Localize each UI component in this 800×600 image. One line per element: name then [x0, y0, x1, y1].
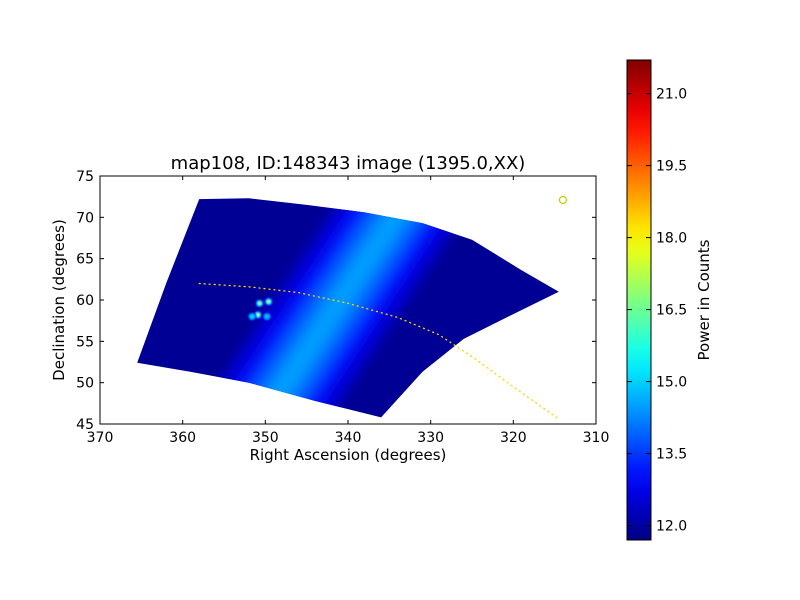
x-tick-label: 350: [252, 430, 279, 446]
y-tick-label: 55: [76, 334, 94, 350]
point-source: [264, 297, 273, 306]
y-axis-label: Declination (degrees): [50, 219, 68, 381]
reference-marker: [558, 195, 568, 205]
colorbar-tick-label: 21.0: [656, 87, 687, 103]
colorbar-tick-label: 12.0: [656, 519, 687, 535]
y-tick-label: 75: [76, 169, 94, 185]
y-tick-label: 50: [76, 376, 94, 392]
heatmap-band-layer: [245, 198, 447, 418]
galactic-plane-line: [198, 282, 560, 420]
colorbar-tick-label: 19.5: [656, 159, 687, 175]
x-tick-label: 360: [169, 430, 196, 446]
colorbar-tick-label: 13.5: [656, 447, 687, 463]
colorbar-label: Power in Counts: [695, 239, 713, 360]
plot-area: 370 360 350 340 330 320 310 45 50 55 60 65 70 75: [76, 169, 610, 446]
colorbar-ticks: 12.0 13.5 15.0 16.5 18.0 19.5 21.0: [627, 87, 687, 535]
y-tick-label: 70: [76, 210, 94, 226]
colorbar-gradient: [626, 59, 652, 541]
x-tick-label: 340: [335, 430, 362, 446]
x-axis-label: Right Ascension (degrees): [250, 446, 447, 464]
x-tick-label: 330: [417, 430, 444, 446]
colorbar-tick-label: 15.0: [656, 375, 687, 391]
y-tick-label: 45: [76, 417, 94, 433]
y-tick-label: 60: [76, 293, 94, 309]
colorbar-tick-label: 16.5: [656, 303, 687, 319]
x-tick-label: 310: [583, 430, 610, 446]
colorbar-tick-label: 18.0: [656, 231, 687, 247]
x-tick-label: 320: [500, 430, 527, 446]
point-source: [247, 312, 257, 321]
point-source: [255, 299, 264, 308]
y-axis-ticks: 45 50 55 60 65 70 75: [76, 169, 596, 433]
y-tick-label: 65: [76, 252, 94, 268]
chart-title: map108, ID:148343 image (1395.0,XX): [171, 153, 526, 174]
x-axis-ticks: 370 360 350 340 330 320 310: [87, 176, 610, 446]
colorbar: 12.0 13.5 15.0 16.5 18.0 19.5 21.0 Power in Co…: [626, 59, 713, 541]
point-source: [262, 312, 272, 321]
x-tick-label: 370: [87, 430, 114, 446]
